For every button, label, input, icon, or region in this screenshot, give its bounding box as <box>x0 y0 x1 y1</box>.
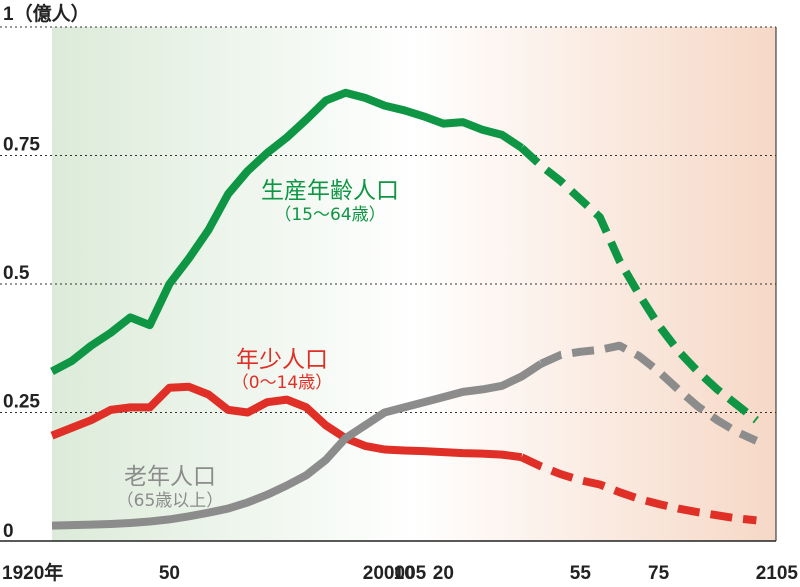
x-tick-label: 1920年 <box>2 561 63 584</box>
x-tick-label: 75 <box>648 563 670 584</box>
series-name-elderly: 老年人口 <box>124 464 216 490</box>
series-name-working: 生産年齢人口 <box>261 178 399 204</box>
y-axis-label: 1（億人） <box>3 2 90 25</box>
x-tick-label: 20 <box>433 563 454 584</box>
x-tick-label: 50 <box>159 563 180 584</box>
gridlines <box>0 26 777 542</box>
y-tick-label: 0.75 <box>3 135 40 156</box>
series-line-working-projected <box>518 144 759 424</box>
y-tick-label: 0 <box>3 521 14 542</box>
y-tick-label: 0.25 <box>3 392 40 413</box>
x-tick-label: 55 <box>570 563 592 584</box>
series-subtitle-youth: （0～14歳） <box>232 373 332 393</box>
x-tick-label: 05 <box>405 563 427 584</box>
series-subtitle-working: （15～64歳） <box>274 205 385 225</box>
series-line-working-actual <box>50 88 524 375</box>
x-tick-label: 2000 <box>363 563 405 584</box>
series-name-youth: 年少人口 <box>236 347 328 373</box>
series-line-elderly-projected <box>539 341 759 445</box>
x-tick-label: 2105 <box>756 563 799 584</box>
series-line-youth-projected <box>519 453 757 525</box>
series-labels: 生産年齢人口（15～64歳） 年少人口（0～14歳） 老年人口（65歳以上） <box>117 178 399 511</box>
x-tick-label: 10 <box>394 563 415 584</box>
series-subtitle-elderly: （65歳以上） <box>117 491 224 511</box>
series-lines <box>50 88 759 530</box>
y-tick-label: 0.5 <box>3 263 30 284</box>
series-line-elderly-actual <box>51 360 544 530</box>
series-line-youth-actual <box>50 382 523 462</box>
